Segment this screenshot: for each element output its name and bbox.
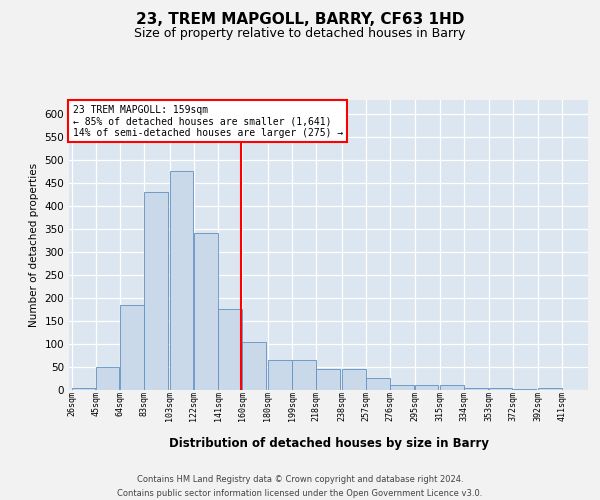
Bar [440,386,464,390]
Bar [170,172,193,390]
Bar [391,386,414,390]
Bar [464,388,488,390]
Bar [194,234,218,390]
Text: 23 TREM MAPGOLL: 159sqm
← 85% of detached houses are smaller (1,641)
14% of semi: 23 TREM MAPGOLL: 159sqm ← 85% of detache… [73,104,343,138]
Text: Contains HM Land Registry data © Crown copyright and database right 2024.
Contai: Contains HM Land Registry data © Crown c… [118,476,482,498]
Bar [488,388,512,390]
Bar [538,388,562,390]
Bar [513,389,536,390]
Bar [415,386,438,390]
Bar [218,310,242,390]
Text: 23, TREM MAPGOLL, BARRY, CF63 1HD: 23, TREM MAPGOLL, BARRY, CF63 1HD [136,12,464,28]
Bar [144,192,168,390]
Bar [292,360,316,390]
Bar [71,388,95,390]
Text: Distribution of detached houses by size in Barry: Distribution of detached houses by size … [169,438,489,450]
Bar [242,342,266,390]
Bar [268,360,292,390]
Bar [366,378,390,390]
Bar [316,370,340,390]
Bar [120,305,144,390]
Bar [342,370,365,390]
Bar [96,367,119,390]
Text: Size of property relative to detached houses in Barry: Size of property relative to detached ho… [134,28,466,40]
Y-axis label: Number of detached properties: Number of detached properties [29,163,39,327]
